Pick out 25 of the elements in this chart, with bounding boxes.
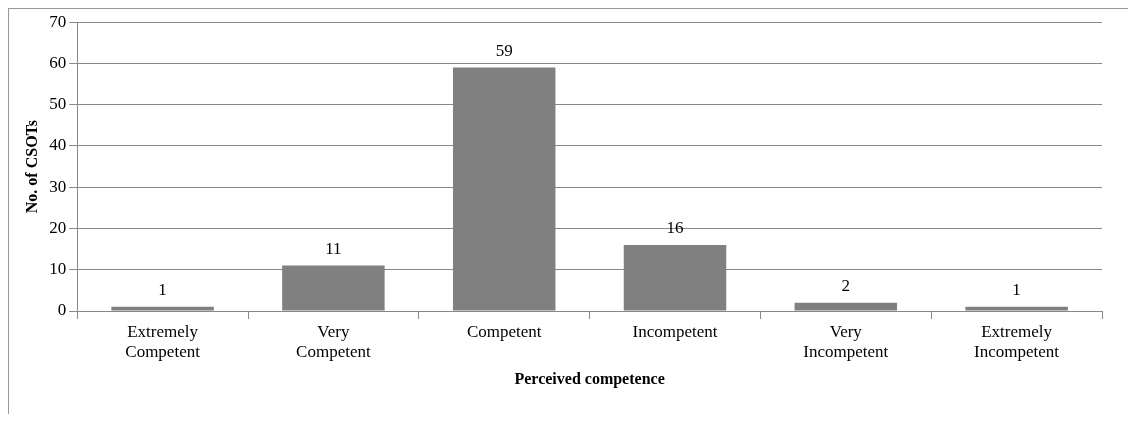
- data-label: 2: [841, 275, 851, 295]
- x-tick-label: Competent: [466, 321, 542, 341]
- bar: [794, 302, 898, 311]
- y-tick-label: 40: [49, 135, 67, 155]
- x-tick-label: Very Incompetent: [803, 321, 889, 362]
- data-label: 59: [495, 40, 513, 60]
- bar: [965, 306, 1068, 311]
- x-axis-title: Perceived competence: [514, 369, 665, 388]
- y-tick-label: 0: [57, 300, 67, 320]
- data-label: 1: [1012, 279, 1021, 299]
- y-tick-label: 70: [49, 11, 67, 31]
- y-tick-label: 50: [49, 94, 67, 114]
- y-tick-label: 10: [49, 259, 67, 279]
- bar: [111, 306, 214, 311]
- y-tick-label: 30: [49, 176, 67, 196]
- data-label: 11: [325, 238, 342, 258]
- y-axis-title: No. of CSOTs: [22, 119, 40, 214]
- data-label: 16: [666, 217, 684, 237]
- x-tick-label: Extremely Incompetent: [974, 321, 1060, 362]
- y-tick-label: 60: [49, 52, 67, 72]
- x-tick-label: Incompetent: [632, 321, 718, 341]
- x-tick-label: Extremely Competent: [125, 321, 201, 362]
- x-tick-label: Very Competent: [296, 321, 371, 362]
- y-tick-label: 20: [49, 217, 67, 237]
- data-label: 1: [158, 279, 167, 299]
